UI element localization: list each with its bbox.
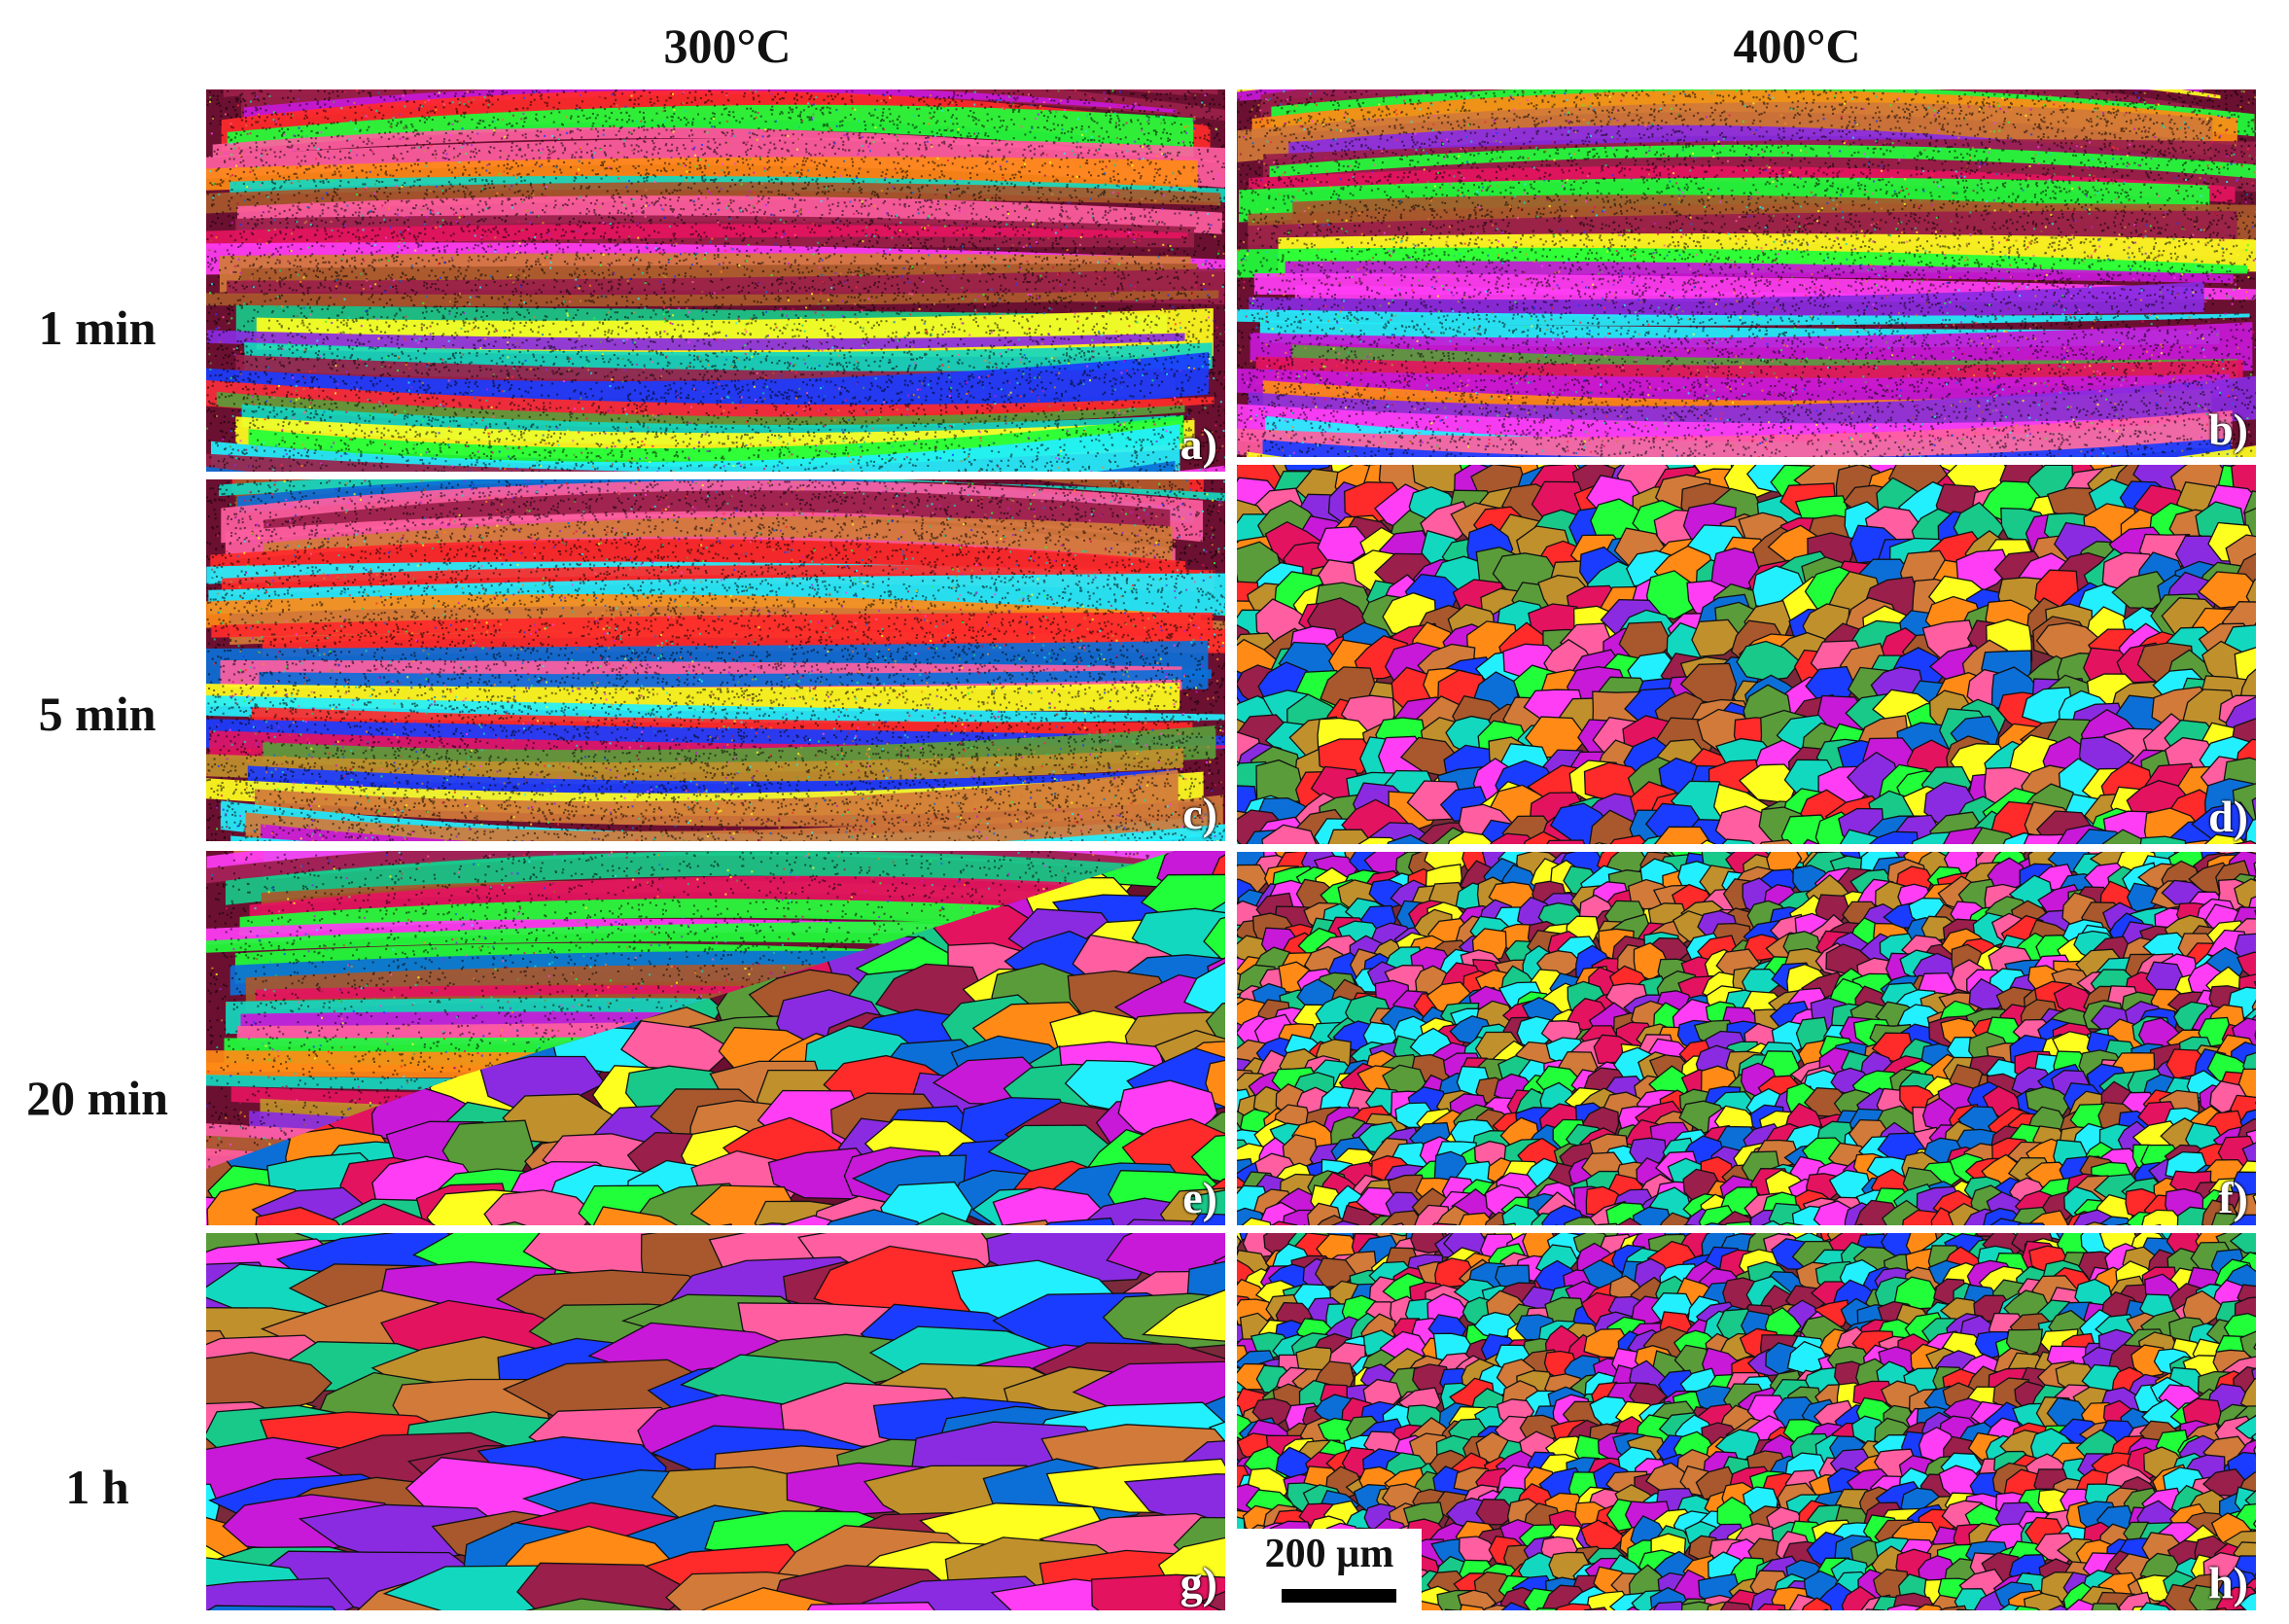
scale-bar-line [1282, 1589, 1396, 1603]
panel-label: e) [1182, 1172, 1217, 1223]
ebsd-map-d: d) [1237, 465, 2256, 844]
row-label-1min: 1 min [0, 300, 194, 356]
scale-bar: 200 µm [1237, 1529, 1422, 1618]
ebsd-map-e: e) [206, 851, 1225, 1225]
ebsd-map-g: g) [206, 1233, 1225, 1610]
row-label-5min: 5 min [0, 686, 194, 742]
panel-label: a) [1180, 418, 1217, 470]
panel-label: f) [2218, 1172, 2248, 1223]
panel-label: h) [2208, 1557, 2248, 1608]
row-label-20min: 20 min [0, 1070, 194, 1126]
row-label-1h: 1 h [0, 1459, 194, 1515]
panel-label: b) [2208, 404, 2248, 455]
ebsd-map-image [1237, 852, 2256, 1225]
panel-label: g) [1180, 1557, 1217, 1608]
ebsd-map-image [206, 851, 1225, 1225]
ebsd-map-image [206, 479, 1225, 841]
ebsd-map-f: f) [1237, 852, 2256, 1225]
panel-label: c) [1182, 788, 1217, 839]
ebsd-map-image [206, 1233, 1225, 1610]
ebsd-map-c: c) [206, 479, 1225, 841]
column-header-300: 300°C [533, 18, 922, 74]
panel-label: d) [2208, 791, 2248, 842]
ebsd-map-a: a) [206, 89, 1225, 472]
ebsd-map-b: b) [1237, 89, 2256, 457]
ebsd-map-image [1237, 1233, 2256, 1610]
column-header-400: 400°C [1602, 18, 1991, 74]
ebsd-map-image [1237, 89, 2256, 457]
scale-bar-label: 200 µm [1237, 1531, 1422, 1577]
ebsd-map-image [206, 89, 1225, 472]
ebsd-map-image [1237, 465, 2256, 844]
